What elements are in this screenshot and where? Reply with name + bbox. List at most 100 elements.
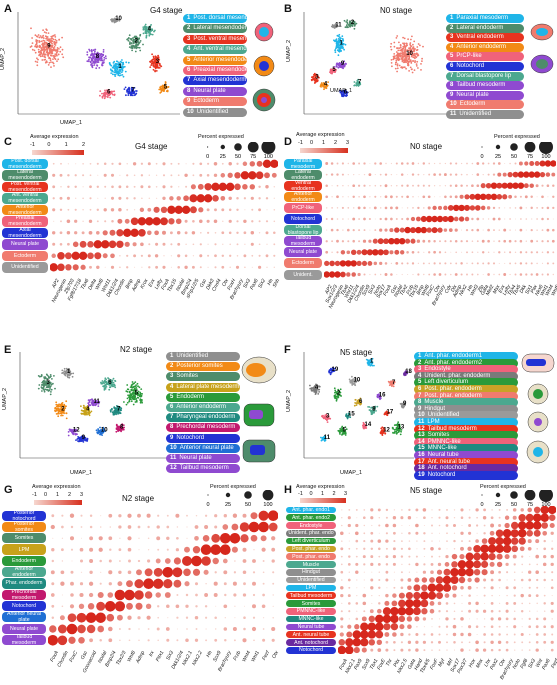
dot bbox=[103, 208, 107, 212]
dot bbox=[506, 579, 508, 581]
umap-cluster-8 bbox=[115, 423, 125, 433]
dot bbox=[236, 220, 239, 223]
dot bbox=[416, 625, 418, 628]
dot bbox=[153, 578, 164, 589]
dot bbox=[164, 558, 171, 564]
dot bbox=[374, 273, 377, 276]
dot bbox=[363, 532, 366, 535]
dot bbox=[347, 523, 351, 528]
legend-label: Notochord bbox=[427, 471, 456, 478]
dot bbox=[480, 193, 487, 200]
dot bbox=[192, 255, 195, 257]
dot bbox=[371, 602, 373, 604]
dot bbox=[385, 563, 389, 566]
dot bbox=[232, 581, 237, 586]
dot bbox=[348, 610, 351, 613]
umap-cluster-label: 4 bbox=[324, 81, 328, 87]
dot bbox=[223, 627, 228, 631]
dot bbox=[476, 184, 480, 188]
dot bbox=[156, 627, 160, 631]
dot bbox=[394, 249, 400, 255]
dot bbox=[118, 162, 122, 166]
dot bbox=[446, 540, 448, 542]
dot bbox=[541, 240, 544, 243]
dot bbox=[429, 601, 435, 606]
legend-number: 11 bbox=[418, 419, 425, 425]
dot bbox=[498, 633, 501, 636]
dot bbox=[446, 641, 448, 644]
dot bbox=[128, 639, 131, 642]
dot bbox=[473, 560, 481, 569]
dot bbox=[430, 641, 434, 644]
dot bbox=[401, 262, 404, 265]
dot bbox=[251, 220, 254, 223]
row-label: Unident. bbox=[284, 269, 322, 280]
dot bbox=[368, 615, 376, 623]
dot bbox=[139, 207, 145, 212]
umap-cluster-label: 11 bbox=[324, 435, 331, 441]
dot bbox=[251, 208, 254, 211]
umap-cluster-17 bbox=[383, 410, 391, 417]
dot bbox=[362, 601, 367, 606]
dot bbox=[251, 254, 254, 257]
dot bbox=[543, 547, 547, 551]
dot bbox=[442, 575, 452, 585]
dot bbox=[368, 173, 372, 177]
dot bbox=[347, 240, 350, 243]
dot bbox=[454, 184, 458, 187]
dot bbox=[525, 218, 528, 220]
dot bbox=[513, 617, 516, 621]
dot bbox=[185, 185, 188, 188]
dot bbox=[542, 562, 547, 567]
dot bbox=[72, 241, 79, 248]
dot bbox=[355, 508, 358, 511]
row-label: Lateral endoderm bbox=[284, 169, 322, 180]
dot bbox=[185, 163, 187, 165]
dot bbox=[268, 522, 278, 532]
dotplot-n5 bbox=[338, 506, 556, 654]
dot bbox=[490, 633, 494, 636]
dot bbox=[234, 605, 236, 607]
legend-number: 1 bbox=[187, 15, 191, 21]
dot bbox=[356, 249, 362, 255]
dot bbox=[85, 612, 97, 623]
dot bbox=[80, 559, 83, 563]
dot bbox=[530, 206, 533, 210]
dot bbox=[420, 591, 429, 600]
dot bbox=[442, 583, 452, 592]
dot bbox=[340, 610, 343, 613]
legend-item-18: 18 Ant. notochord bbox=[414, 464, 518, 474]
dot bbox=[250, 512, 258, 520]
dot bbox=[126, 208, 129, 211]
dot bbox=[144, 591, 153, 599]
dot bbox=[134, 266, 136, 268]
dot bbox=[355, 539, 359, 543]
dot bbox=[536, 563, 539, 566]
umap-cluster-label: 3 bbox=[315, 74, 319, 80]
row-label: Preaxial mesendoderm bbox=[2, 216, 48, 227]
size-legend-tick: 0 bbox=[480, 154, 483, 160]
legend-number: 2 bbox=[170, 363, 174, 370]
umap-cluster-18 bbox=[403, 370, 409, 377]
umap-cluster-label: 4 bbox=[315, 385, 319, 391]
dot bbox=[495, 537, 504, 546]
dot bbox=[405, 599, 414, 608]
dot bbox=[542, 530, 548, 536]
dot bbox=[77, 624, 86, 634]
dot bbox=[400, 578, 404, 582]
dot bbox=[445, 602, 449, 605]
dot bbox=[362, 593, 367, 598]
dot bbox=[469, 618, 471, 620]
dot bbox=[431, 649, 433, 651]
dot bbox=[541, 251, 544, 254]
dot bbox=[408, 540, 411, 542]
dot bbox=[348, 547, 351, 550]
dot bbox=[264, 172, 270, 179]
dot bbox=[348, 540, 350, 542]
dot bbox=[444, 562, 450, 567]
dot bbox=[358, 240, 361, 243]
dot bbox=[540, 506, 549, 515]
dot bbox=[242, 559, 247, 563]
dot bbox=[401, 540, 403, 542]
dot bbox=[498, 262, 500, 264]
